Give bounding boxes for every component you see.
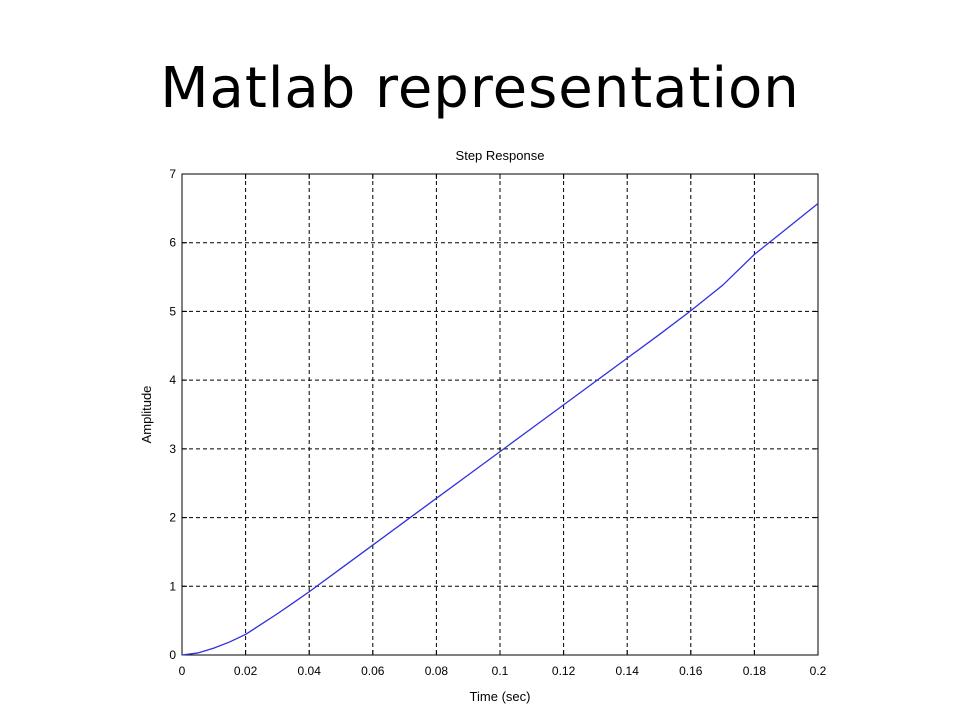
x-tick-label: 0 xyxy=(179,664,186,678)
x-tick-label: 0.16 xyxy=(679,664,703,678)
step-response-line xyxy=(181,203,819,656)
step-response-chart: Step Response 0 0.02 0.04 0.06 0.08 0.1 0.12 0.… xyxy=(139,148,827,704)
x-tick-label: 0.08 xyxy=(425,664,449,678)
x-tick-label: 0.1 xyxy=(492,664,509,678)
x-tick-label: 0.02 xyxy=(234,664,258,678)
x-axis-title: Time (sec) xyxy=(470,689,531,704)
x-tick-label: 0.12 xyxy=(552,664,576,678)
series-layer xyxy=(181,203,819,656)
chart-title: Step Response xyxy=(456,148,545,163)
y-tick-label: 7 xyxy=(169,167,176,181)
x-tick-label: 0.04 xyxy=(298,664,322,678)
grid xyxy=(182,174,818,655)
y-tick-label: 4 xyxy=(169,373,176,387)
x-tick-label: 0.06 xyxy=(361,664,385,678)
y-tick-label: 3 xyxy=(169,442,176,456)
y-tick-label: 1 xyxy=(169,579,176,593)
slide-title: Matlab representation xyxy=(160,56,800,121)
y-tick-label: 2 xyxy=(169,511,176,525)
y-tick-label: 5 xyxy=(169,304,176,318)
y-axis-title: Amplitude xyxy=(139,386,154,444)
x-tick-label: 0.14 xyxy=(616,664,640,678)
x-tick-label: 0.2 xyxy=(810,664,827,678)
x-tick-label: 0.18 xyxy=(743,664,767,678)
y-tick-label: 0 xyxy=(169,648,176,662)
y-tick-label: 6 xyxy=(169,236,176,250)
axis-ticks: 0 0.02 0.04 0.06 0.08 0.1 0.12 0.14 0.16 0.18 0.2 0… xyxy=(169,167,826,678)
step-response-figure: Step Response 0 0.02 0.04 0.06 0.08 0.1 0.12 0.… xyxy=(136,140,832,714)
